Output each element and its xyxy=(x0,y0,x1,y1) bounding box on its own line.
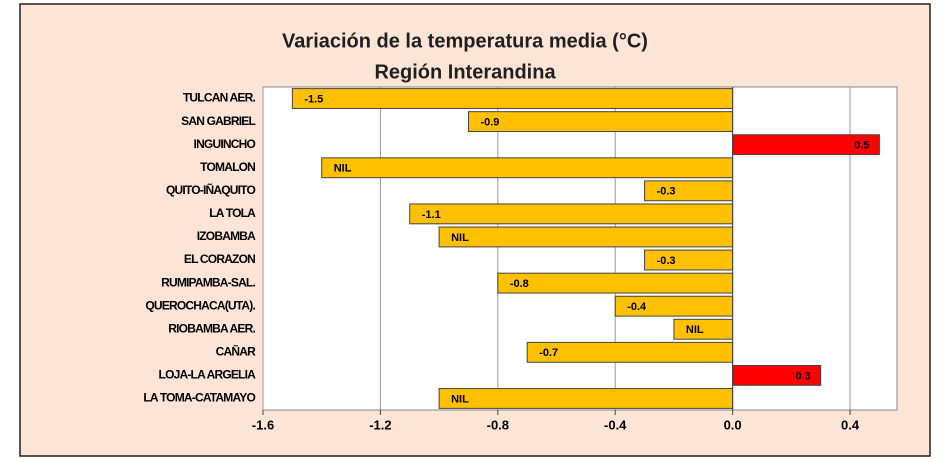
bar xyxy=(497,272,734,294)
bar xyxy=(467,111,734,133)
value-label: -1.1 xyxy=(422,209,441,221)
value-label: -0.9 xyxy=(480,117,499,129)
value-label: NIL xyxy=(451,393,469,405)
y-tick-label: QUITO-IÑAQUITO xyxy=(166,182,255,197)
y-tick-label: RIOBAMBA AER. xyxy=(168,321,255,335)
value-label: NIL xyxy=(686,324,704,336)
x-tick-label: 0.4 xyxy=(841,417,860,432)
y-tick-label: TULCAN AER. xyxy=(183,91,256,105)
bar xyxy=(321,157,734,179)
y-tick-label: LA TOLA xyxy=(209,206,256,220)
value-label: 0.5 xyxy=(854,140,869,152)
value-label: NIL xyxy=(451,232,469,244)
value-label: -0.3 xyxy=(657,255,676,267)
y-tick-label: LA TOMA-CATAMAYO xyxy=(143,391,255,405)
value-label: -0.3 xyxy=(657,186,676,198)
x-tick-label: 0.0 xyxy=(724,417,742,432)
y-tick-label: EL CORAZON xyxy=(184,252,255,266)
y-tick-label: LOJA-LA ARGELIA xyxy=(159,368,257,382)
value-label: -1.5 xyxy=(304,93,323,105)
x-tick-label: -0.8 xyxy=(487,417,509,432)
x-tick-label: -0.4 xyxy=(604,417,627,432)
y-tick-label: CAÑAR xyxy=(216,343,256,358)
y-tick-label: RUMIPAMBA-SAL. xyxy=(161,275,255,289)
y-tick-label: INGUINCHO xyxy=(194,137,256,151)
y-tick-label: QUEROCHACA(UTA). xyxy=(145,298,255,312)
y-tick-label: IZOBAMBA xyxy=(197,229,256,243)
value-label: -0.8 xyxy=(510,278,529,290)
bar xyxy=(409,203,734,225)
value-label: -0.4 xyxy=(627,301,647,313)
value-label: 0.3 xyxy=(795,370,810,382)
x-tick-label: -1.2 xyxy=(369,417,391,432)
y-tick-label: TOMALON xyxy=(200,160,255,174)
chart-subtitle: Región Interandina xyxy=(374,61,556,83)
bar xyxy=(438,388,734,409)
x-tick-label: -1.6 xyxy=(252,417,274,432)
value-label: -0.7 xyxy=(539,347,558,359)
bar xyxy=(291,88,734,109)
chart-title: Variación de la temperatura media (°C) xyxy=(282,30,648,52)
value-label: NIL xyxy=(334,163,352,175)
bar xyxy=(438,226,734,248)
y-tick-label: SAN GABRIEL xyxy=(181,114,255,128)
